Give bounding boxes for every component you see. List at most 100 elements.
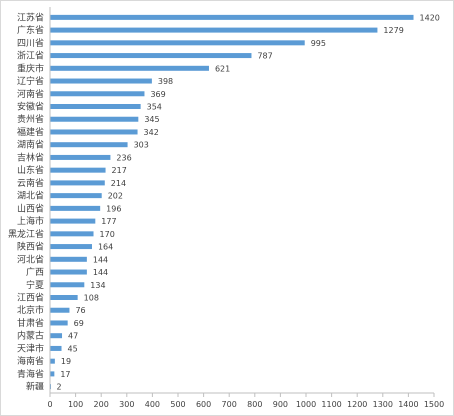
bar-16 xyxy=(50,205,101,211)
value-label: 217 xyxy=(112,166,127,175)
category-label: 山西省 xyxy=(17,202,44,214)
category-label: 福建省 xyxy=(17,126,44,138)
value-label: 164 xyxy=(98,243,113,252)
category-label: 贵州省 xyxy=(17,113,44,125)
category-label: 陕西省 xyxy=(17,241,44,253)
value-label: 108 xyxy=(84,294,99,303)
bar-2 xyxy=(50,27,378,33)
bar-18 xyxy=(50,231,94,237)
category-label: 安徽省 xyxy=(17,101,44,113)
bar-21 xyxy=(50,269,87,275)
category-label: 湖北省 xyxy=(17,190,44,202)
bar-25 xyxy=(50,320,68,326)
bar-19 xyxy=(50,244,92,250)
value-label: 2 xyxy=(57,383,62,392)
bar-24 xyxy=(50,307,70,313)
category-label: 上海市 xyxy=(17,215,44,227)
bars-layer xyxy=(50,14,414,390)
category-label: 山东省 xyxy=(17,164,44,176)
category-label: 江西省 xyxy=(17,292,44,304)
bar-20 xyxy=(50,256,87,262)
bar-5 xyxy=(50,65,209,71)
x-tick-label: 0 xyxy=(47,400,52,409)
bar-29 xyxy=(50,371,55,377)
bar-28 xyxy=(50,358,55,364)
bar-14 xyxy=(50,180,105,186)
value-label: 369 xyxy=(150,90,165,99)
value-label: 1420 xyxy=(420,13,440,22)
bar-17 xyxy=(50,218,96,224)
value-label: 170 xyxy=(100,230,115,239)
value-label: 1279 xyxy=(383,26,403,35)
value-label: 144 xyxy=(93,268,108,277)
x-tick-label: 1100 xyxy=(321,400,341,409)
x-tick-label: 200 xyxy=(94,400,109,409)
category-label: 浙江省 xyxy=(17,50,44,62)
category-label: 新疆 xyxy=(26,381,44,393)
value-label: 47 xyxy=(68,332,78,341)
x-tick-label: 100 xyxy=(68,400,83,409)
x-tick-label: 700 xyxy=(222,400,237,409)
category-label: 北京市 xyxy=(17,304,44,316)
category-labels: 江苏省广东省四川省浙江省重庆市辽宁省河南省安徽省贵州省福建省湖南省吉林省山东省云… xyxy=(8,11,44,392)
category-label: 甘肃省 xyxy=(17,317,44,329)
value-label: 621 xyxy=(215,64,230,73)
value-label: 202 xyxy=(108,192,123,201)
value-label: 787 xyxy=(257,52,272,61)
category-label: 辽宁省 xyxy=(17,75,44,87)
bar-6 xyxy=(50,78,152,84)
bar-4 xyxy=(50,53,252,59)
category-label: 四川省 xyxy=(17,37,44,49)
value-label: 134 xyxy=(90,281,105,290)
value-label: 17 xyxy=(60,370,70,379)
category-label: 河北省 xyxy=(17,253,44,265)
bar-22 xyxy=(50,282,85,288)
value-label: 345 xyxy=(144,115,159,124)
category-label: 河南省 xyxy=(17,88,44,100)
x-tick-label: 1400 xyxy=(398,400,418,409)
value-label: 214 xyxy=(111,179,126,188)
bar-11 xyxy=(50,142,128,148)
value-label: 177 xyxy=(101,217,116,226)
x-tick-label: 1300 xyxy=(373,400,393,409)
x-tick-label: 1200 xyxy=(347,400,367,409)
bar-10 xyxy=(50,129,138,135)
x-axis-ticks: 0 100 200 300 400 500 600 700 800 900 1000 1100 1200… xyxy=(47,393,444,409)
category-label: 湖南省 xyxy=(17,139,44,151)
category-label: 江苏省 xyxy=(17,11,44,23)
x-tick-label: 1500 xyxy=(424,400,444,409)
bar-7 xyxy=(50,91,145,97)
category-label: 青海省 xyxy=(17,368,44,380)
bar-9 xyxy=(50,116,139,122)
value-label: 354 xyxy=(147,103,162,112)
bar-15 xyxy=(50,193,102,199)
category-label: 海南省 xyxy=(17,355,44,367)
value-label: 144 xyxy=(93,255,108,264)
category-label: 黑龙江省 xyxy=(8,228,44,240)
category-label: 重庆市 xyxy=(17,62,44,74)
x-tick-label: 600 xyxy=(196,400,211,409)
category-label: 内蒙古 xyxy=(17,330,44,342)
category-label: 宁夏 xyxy=(26,279,44,291)
bar-8 xyxy=(50,104,141,109)
category-label: 广西 xyxy=(26,266,44,278)
x-tick-label: 900 xyxy=(273,400,288,409)
bar-13 xyxy=(50,167,106,173)
bar-23 xyxy=(50,295,78,300)
x-tick-label: 300 xyxy=(119,400,134,409)
bar-26 xyxy=(50,333,63,339)
bar-27 xyxy=(50,345,62,351)
category-label: 吉林省 xyxy=(17,151,44,163)
category-label: 广东省 xyxy=(17,24,44,36)
value-label: 196 xyxy=(106,204,121,213)
value-label: 236 xyxy=(116,153,131,162)
value-label: 69 xyxy=(74,319,84,328)
category-label: 云南省 xyxy=(17,177,44,189)
value-label: 342 xyxy=(144,128,159,137)
x-tick-label: 800 xyxy=(247,400,262,409)
x-tick-label: 1000 xyxy=(296,400,316,409)
category-label: 天津市 xyxy=(17,342,44,354)
value-labels: 1420127999578762139836935434534230323621… xyxy=(57,13,440,391)
bar-1 xyxy=(50,14,414,20)
